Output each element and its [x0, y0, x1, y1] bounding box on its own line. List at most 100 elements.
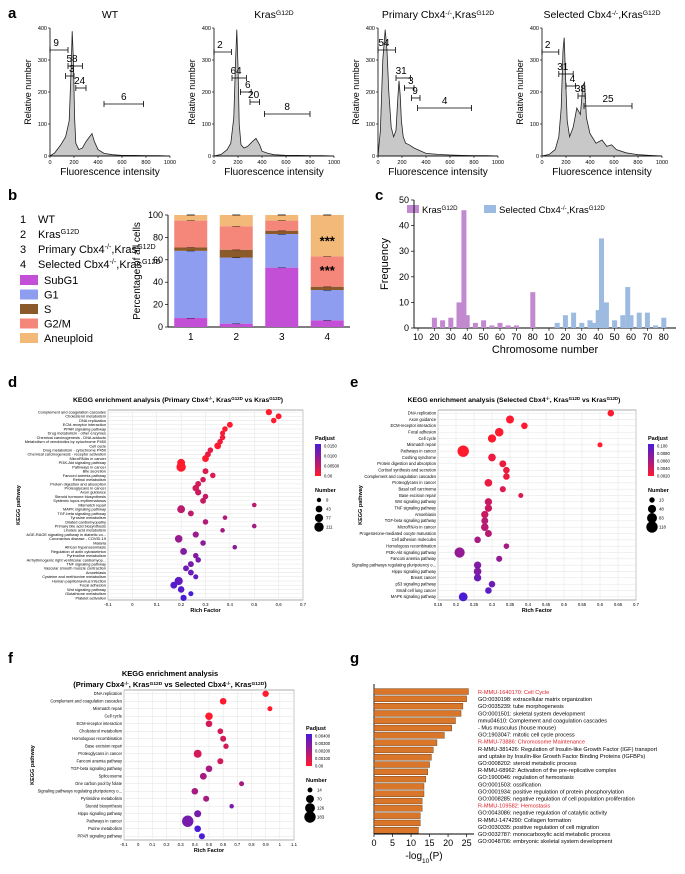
panel-f-kegg: KEGG enrichment analysis(Primary Cbx4-/-… [30, 669, 331, 854]
pathway-label: Amoebiasis [415, 512, 436, 517]
number-legend-label: 183 [317, 815, 325, 820]
number-legend-dot [304, 811, 316, 823]
number-legend-label: 83 [659, 516, 664, 521]
kegg-dot [180, 594, 187, 602]
padjust-colorbar [306, 734, 312, 766]
text-span: Primary Cbx4 [382, 9, 446, 21]
kegg-dot [473, 567, 482, 576]
histogram-curve [48, 31, 171, 157]
legend-swatch [20, 318, 38, 329]
y-tick-label: 20 [153, 300, 163, 310]
legend-swatch [20, 289, 38, 300]
kegg-dot [192, 552, 199, 559]
legend-swatch [20, 333, 38, 343]
kegg-dot [176, 462, 186, 472]
pathway-label: Steroid hormone biosynthesis [55, 494, 106, 499]
number-legend-dot [649, 497, 655, 503]
stacked-bar-segment [174, 318, 208, 327]
pathway-label: Malaria [93, 540, 107, 545]
legend-series-label: SubG1 [44, 275, 78, 287]
gate-label: 64 [230, 66, 242, 77]
number-legend-label: 77 [326, 516, 331, 521]
term-label: GO:0043086: negative regulation of catal… [478, 811, 607, 817]
legend-label: KrasG12D [422, 205, 458, 217]
legend-number: 2 [20, 229, 26, 241]
padjust-tick-label: 0.00200 [315, 749, 331, 754]
gate-label: 9 [53, 38, 59, 49]
stacked-bar-segment [219, 226, 253, 250]
stacked-bar-segment [174, 215, 208, 221]
y-tick-label: 50 [399, 195, 409, 205]
pathway-label: Wnt signaling pathway [67, 587, 106, 592]
pathway-label: Human papillomavirus infection [52, 578, 106, 583]
gate-label: 4 [442, 96, 448, 107]
y-tick-label: 0 [208, 154, 211, 160]
x-tick-label: 60 [495, 332, 505, 342]
pathway-label: Cell cycle [418, 436, 436, 441]
histogram-curve [541, 37, 663, 157]
y-tick-label: 400 [38, 26, 47, 32]
x-tick-label: 0.6 [276, 602, 283, 607]
histogram-title: Primary Cbx4-/-,KrasG12D [382, 9, 494, 21]
text-span: KEGG enrichment analysis (Primary Cbx4 [73, 397, 208, 404]
x-tick-label: 400 [93, 160, 102, 166]
y-axis-label: Relative number [23, 59, 33, 125]
enrichment-bar [373, 812, 421, 819]
enrichment-bar [373, 724, 452, 732]
x-axis-label: Chromosome number [492, 344, 599, 356]
gate-label: 3 [69, 64, 75, 75]
kegg-dot [200, 476, 206, 483]
y-tick-label: 100 [38, 122, 47, 128]
x-tick-label: 800 [141, 160, 150, 166]
pathway-label: MAPK signaling pathway [391, 594, 437, 599]
text-span: ) [264, 680, 267, 689]
x-tick-label: 600 [281, 160, 290, 166]
text-span: -log [405, 851, 422, 862]
x-tick-label: 200 [233, 160, 242, 166]
x-tick-label: 10 [406, 838, 416, 848]
y-tick-label: 100 [530, 122, 539, 128]
kegg-dot [597, 442, 603, 448]
kegg-dot [474, 536, 481, 544]
text-span: 10 [422, 858, 430, 865]
text-span: -/- [124, 681, 129, 687]
x-tick-label: 0 [376, 160, 379, 166]
x-tick-label: 0.35 [506, 602, 515, 607]
y-tick-label: 400 [530, 26, 539, 32]
text-span: , Kras [231, 680, 252, 689]
y-tick-label: 200 [366, 90, 375, 96]
text-span: G12D [607, 396, 619, 401]
kegg-dot [177, 505, 186, 514]
term-label: GO:1900046: regulation of hemostasis [478, 775, 574, 781]
pathway-label: Breast cancer [411, 575, 437, 580]
term-label: GO:1903047: mitotic cell cycle process [478, 733, 575, 739]
pathway-label: ECM-receptor interaction [390, 423, 436, 428]
number-legend-dot [647, 513, 657, 523]
enrichment-bar [373, 827, 419, 834]
x-tick-label: 0 [540, 160, 543, 166]
pathway-label: Small cell lung cancer [396, 588, 436, 593]
kegg-dot [188, 591, 194, 597]
x-tick-label: 0.4 [525, 602, 532, 607]
text-span: vs Kras [243, 397, 270, 404]
legend-swatch [20, 275, 38, 285]
pathway-label: AGE-RAGE signaling pathway in diabetic c… [26, 532, 106, 537]
x-tick-label: 20 [560, 332, 570, 342]
x-tick-label: 0.5 [251, 602, 258, 607]
gate-label: 24 [74, 76, 86, 87]
kegg-dot [205, 765, 213, 773]
term-label: mmu04610: Complement and coagulation cas… [478, 718, 607, 724]
pathway-label: Cell cycle [89, 443, 106, 448]
x-tick-label: 0.2 [164, 842, 171, 847]
gate-label: 54 [378, 38, 390, 49]
pathway-label: Hippo signaling pathway [78, 811, 123, 816]
gate-label: 58 [66, 54, 78, 65]
stacked-bar-segment [265, 230, 299, 235]
text-span: G12D [569, 396, 581, 401]
y-tick-label: 400 [202, 26, 211, 32]
y-tick-label: 400 [366, 26, 375, 32]
term-label: GO:0030198: extracellular matrix organiz… [478, 697, 592, 703]
kegg-dot [232, 544, 238, 550]
x-tick-label: 0.3 [178, 842, 185, 847]
gate-label: 25 [602, 94, 614, 105]
